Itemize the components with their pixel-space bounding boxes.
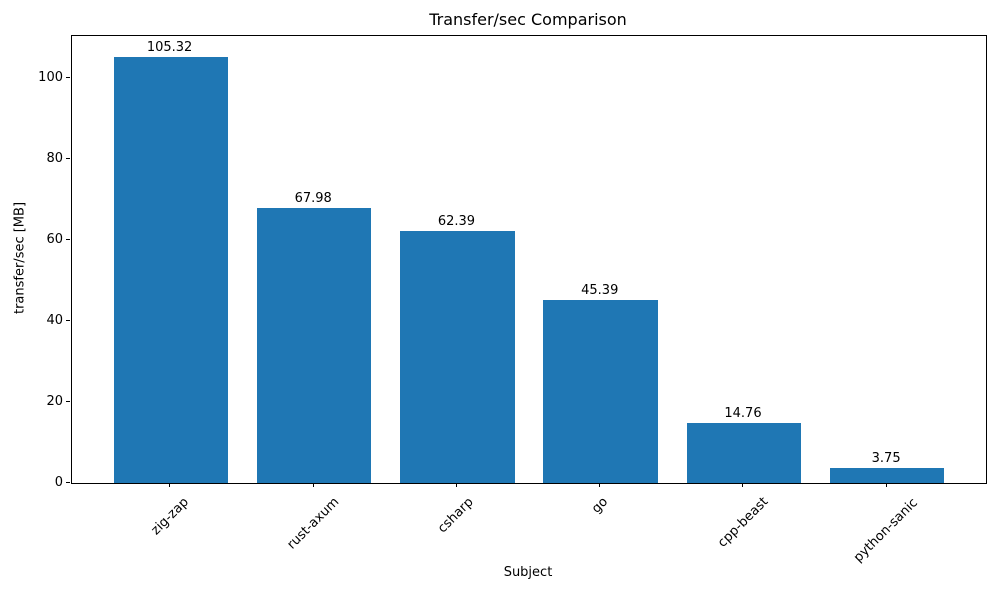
- x-tick-label-python-sanic: python-sanic: [851, 495, 922, 565]
- x-tick-mark: [455, 483, 457, 487]
- bar-rust-axum: [256, 208, 372, 483]
- bar-go: [543, 299, 658, 483]
- y-axis-label: transfer/sec [MB]: [12, 201, 28, 315]
- y-tick-mark: [66, 77, 70, 79]
- x-tick-label-cpp-beast: cpp-beast: [715, 494, 772, 552]
- bar-cpp-beast: [686, 423, 802, 483]
- x-tick-mark: [885, 483, 887, 487]
- y-tick-label-100: 100: [38, 70, 63, 86]
- y-tick-mark: [66, 481, 70, 483]
- bar-zig-zap: [113, 57, 229, 483]
- bar-value-label-go: 45.39: [581, 282, 619, 298]
- x-tick-mark: [312, 483, 314, 487]
- y-tick-label-60: 60: [46, 232, 63, 247]
- x-axis-label: Subject: [503, 565, 553, 580]
- bar-value-label-csharp: 62.39: [437, 213, 476, 229]
- y-tick-label-80: 80: [46, 151, 63, 167]
- x-tick-label-csharp: csharp: [435, 495, 477, 537]
- x-tick-label-go: go: [588, 494, 611, 517]
- plot-area: [71, 35, 987, 484]
- x-tick-label-zig-zap: zig-zap: [148, 494, 192, 539]
- bar-value-label-zig-zap: 105.32: [146, 40, 193, 56]
- bar-csharp: [400, 230, 515, 483]
- y-tick-label-0: 0: [54, 474, 63, 490]
- chart-title: Transfer/sec Comparison: [429, 10, 627, 29]
- y-tick-mark: [66, 400, 70, 402]
- bar-value-label-python-sanic: 3.75: [871, 450, 901, 466]
- x-tick-mark: [742, 483, 744, 487]
- y-tick-mark: [66, 319, 70, 321]
- y-tick-label-40: 40: [46, 312, 63, 328]
- x-tick-label-rust-axum: rust-axum: [284, 495, 342, 553]
- y-tick-mark: [66, 239, 70, 240]
- x-tick-mark: [599, 483, 601, 487]
- x-tick-mark: [169, 483, 171, 487]
- bar-value-label-rust-axum: 67.98: [294, 191, 332, 207]
- bar-python-sanic: [829, 467, 945, 483]
- y-tick-label-20: 20: [46, 393, 63, 409]
- y-tick-mark: [66, 158, 70, 160]
- bar-value-label-cpp-beast: 14.76: [724, 406, 762, 422]
